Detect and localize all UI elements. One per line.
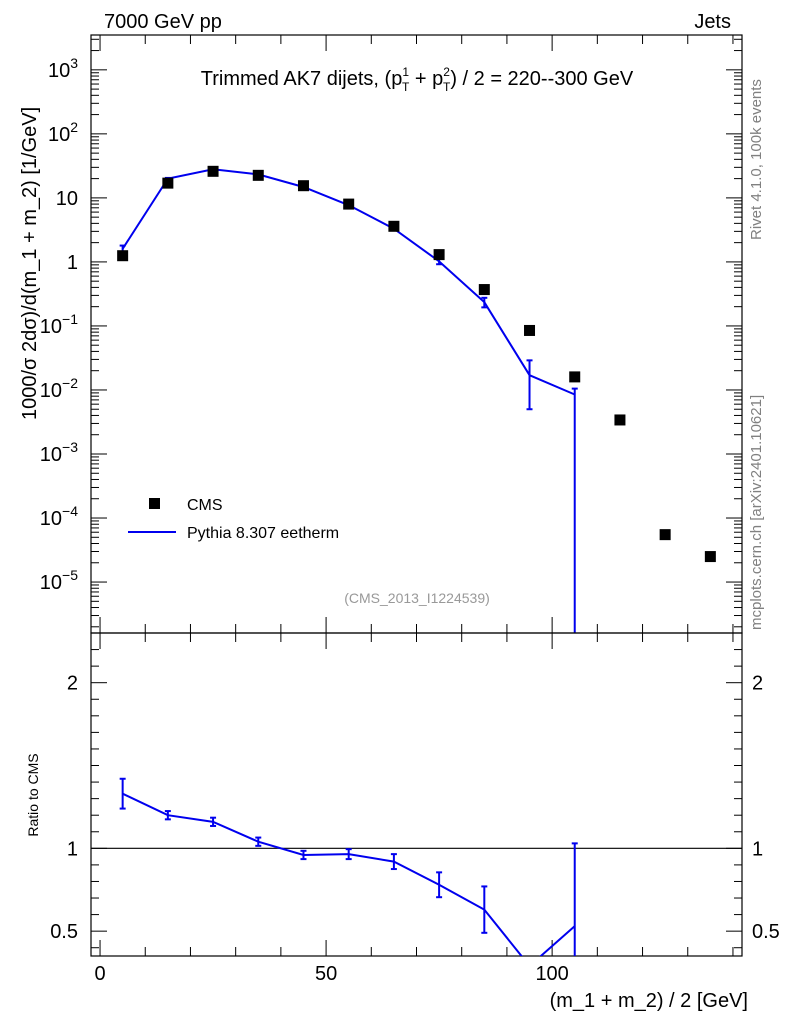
ratio-y-tick-label: 0.5 — [50, 921, 78, 943]
tick-label-base: 10 — [40, 572, 62, 594]
main-y-tick-label: 10−5 — [40, 567, 78, 594]
title-part-middle: + p — [409, 68, 443, 90]
main-mc-series — [119, 167, 578, 633]
rivet-version-label: Rivet 4.1.0, 100k events — [748, 79, 765, 240]
cms-data-point — [524, 324, 536, 336]
cms-data-point — [343, 198, 355, 210]
cms-data-point — [162, 177, 174, 189]
cms-data-point — [569, 371, 581, 383]
tick-label-exponent: 2 — [70, 119, 78, 135]
main-title: Trimmed AK7 dijets, (p1 T + p2 T) / 2 = 22… — [201, 65, 634, 94]
ratio-y-tick-label-right: 0.5 — [752, 921, 780, 943]
legend-mc-label: Pythia 8.307 eetherm — [187, 525, 339, 542]
tick-label-base: 10 — [40, 380, 62, 402]
main-data-series — [117, 165, 716, 563]
cms-data-point — [704, 551, 716, 563]
analysis-watermark: (CMS_2013_I1224539) — [344, 590, 490, 606]
ratio-y-tick-label: 2 — [67, 673, 78, 695]
tick-label-base: 10 — [48, 60, 70, 82]
main-y-tick-label: 1 — [67, 252, 78, 274]
title-part-after: ) / 2 = 220--300 GeV — [450, 68, 634, 90]
cms-data-point — [297, 180, 309, 192]
cms-data-point — [117, 250, 129, 262]
cms-data-point — [252, 169, 264, 181]
tick-label-exponent: −5 — [62, 567, 78, 583]
main-y-tick-label: 10−1 — [40, 311, 78, 338]
ratio-tick-labels: 2 2 1 1 0.5 0.5 0 50 100 — [50, 673, 780, 985]
tick-label-exponent: 3 — [70, 55, 78, 71]
main-plot-frame — [90, 34, 743, 634]
tick-label-base: 10 — [40, 444, 62, 466]
title-part-before: Trimmed AK7 dijets, (p — [201, 68, 403, 90]
legend-data-marker — [149, 498, 160, 509]
x-tick-label: 50 — [315, 963, 337, 985]
cms-data-point — [433, 249, 445, 261]
tick-label-base: 10 — [56, 188, 78, 210]
main-y-tick-label: 10−3 — [40, 439, 78, 466]
main-y-axis-label: 1000/σ 2dσ)/d(m_1 + m_2) [1/GeV] — [19, 107, 41, 420]
tick-label-base: 10 — [48, 124, 70, 146]
header-left-label: 7000 GeV pp — [104, 11, 222, 33]
main-y-tick-label: 102 — [48, 119, 78, 146]
tick-label-exponent: −4 — [62, 503, 78, 519]
ratio-axis-ticks — [91, 633, 742, 956]
main-y-tick-label: 10−2 — [40, 375, 78, 402]
main-y-tick-label: 10−4 — [40, 503, 78, 530]
tick-label-base: 10 — [40, 316, 62, 338]
ratio-plot-frame — [90, 632, 743, 957]
cms-data-point — [207, 165, 219, 177]
tick-label-base: 10 — [40, 508, 62, 530]
ratio-y-tick-label-right: 1 — [752, 838, 763, 860]
ratio-clipped-group — [119, 777, 578, 956]
ratio-y-axis-label: Ratio to CMS — [25, 753, 41, 836]
tick-label-base: 1 — [67, 252, 78, 274]
legend-data-label: CMS — [187, 497, 223, 514]
main-y-tick-label: 103 — [48, 55, 78, 82]
title-sup1: 1 — [402, 65, 409, 79]
header-right-label: Jets — [694, 11, 731, 33]
cms-data-point — [388, 220, 400, 232]
title-sup2: 2 — [443, 65, 450, 79]
x-axis-label: (m_1 + m_2) / 2 [GeV] — [550, 990, 748, 1012]
ratio-mc-line — [122, 792, 576, 956]
tick-label-exponent: −2 — [62, 375, 78, 391]
ratio-y-tick-label: 1 — [67, 838, 78, 860]
tick-label-exponent: −1 — [62, 311, 78, 327]
ratio-y-tick-label-right: 2 — [752, 673, 763, 695]
title-sub1: T — [402, 80, 410, 94]
x-tick-label: 0 — [94, 963, 105, 985]
mcplots-reference-label: mcplots.cern.ch [arXiv:2401.10621] — [748, 395, 765, 630]
title-sub2: T — [443, 80, 451, 94]
tick-label-exponent: −3 — [62, 439, 78, 455]
cms-data-point — [478, 284, 490, 296]
x-tick-label: 100 — [535, 963, 568, 985]
main-y-tick-label: 10 — [56, 188, 78, 210]
legend: CMS Pythia 8.307 eetherm — [128, 497, 339, 542]
main-axis-ticks — [91, 35, 742, 633]
cms-data-point — [614, 414, 626, 426]
cms-data-point — [659, 529, 671, 541]
ratio-mc-series — [119, 777, 578, 956]
